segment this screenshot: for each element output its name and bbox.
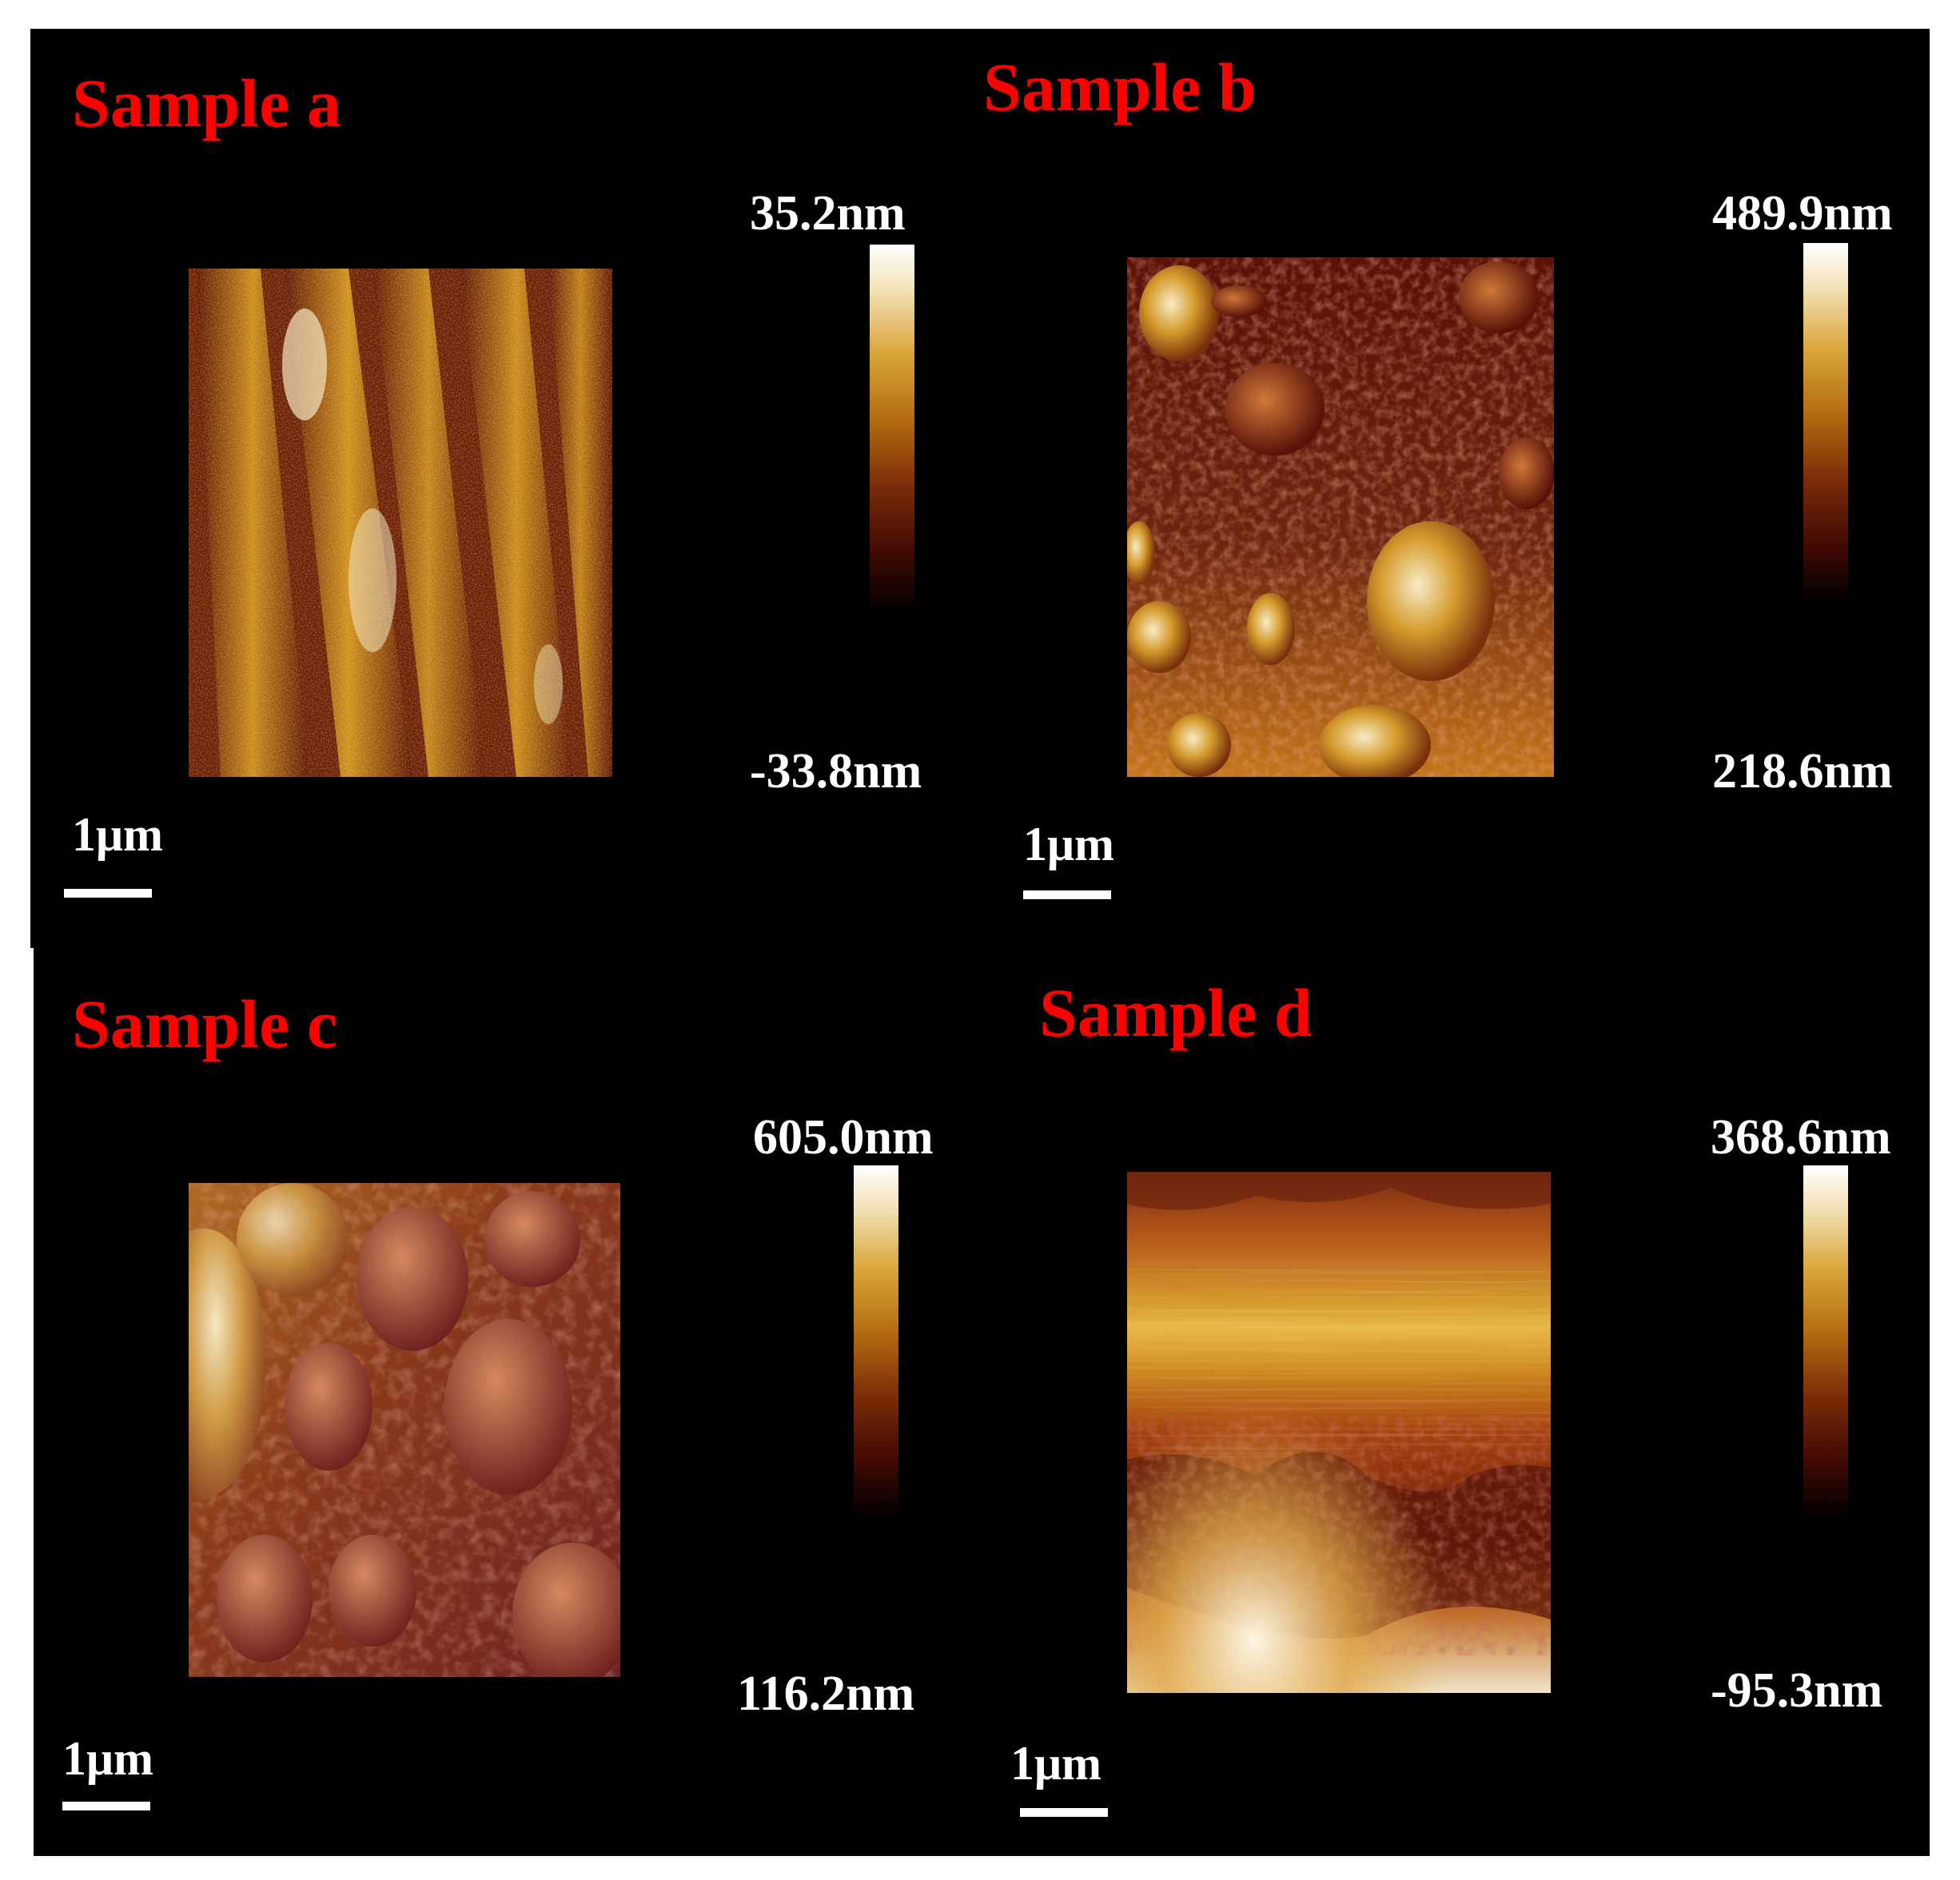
scale-bar-label: 1μm (1023, 818, 1114, 870)
color-scale-min-label: 218.6nm (1712, 744, 1893, 799)
color-scale-max-label: 35.2nm (750, 186, 906, 241)
color-scale-max-label: 605.0nm (753, 1110, 934, 1165)
panel-title: Sample d (1039, 974, 1313, 1051)
scale-bar-label: 1μm (1010, 1737, 1102, 1790)
scale-bar (1020, 1808, 1108, 1817)
panel-sample-c: Sample c (34, 948, 982, 1856)
color-scale-bar (1803, 243, 1848, 604)
panel-title: Sample b (983, 49, 1257, 125)
scale-bar (62, 1802, 150, 1810)
scale-bar (64, 889, 152, 898)
color-scale-bar (854, 1165, 898, 1517)
scale-bar (1023, 890, 1111, 899)
panel-sample-b: Sample b (982, 29, 1930, 948)
scale-bar-label: 1μm (62, 1732, 153, 1785)
afm-height-map (1127, 1172, 1551, 1693)
color-scale-max-label: 368.6nm (1711, 1110, 1891, 1165)
panel-sample-d: Sample d 368.6nm -95.3n (982, 948, 1930, 1856)
afm-height-map (1127, 257, 1554, 777)
color-scale-min-label: 116.2nm (737, 1667, 915, 1721)
panel-title: Sample a (72, 65, 341, 141)
afm-height-map (189, 269, 612, 777)
panel-sample-a: Sample a 35.2nm -33.8nm 1μm (30, 29, 982, 948)
color-scale-min-label: -95.3nm (1711, 1663, 1883, 1718)
color-scale-bar (870, 245, 914, 612)
panel-title: Sample c (72, 986, 338, 1062)
color-scale-max-label: 489.9nm (1712, 186, 1893, 241)
color-scale-bar (1803, 1165, 1848, 1517)
color-scale-min-label: -33.8nm (750, 744, 922, 799)
afm-height-map (189, 1183, 620, 1677)
scale-bar-label: 1μm (72, 808, 163, 861)
